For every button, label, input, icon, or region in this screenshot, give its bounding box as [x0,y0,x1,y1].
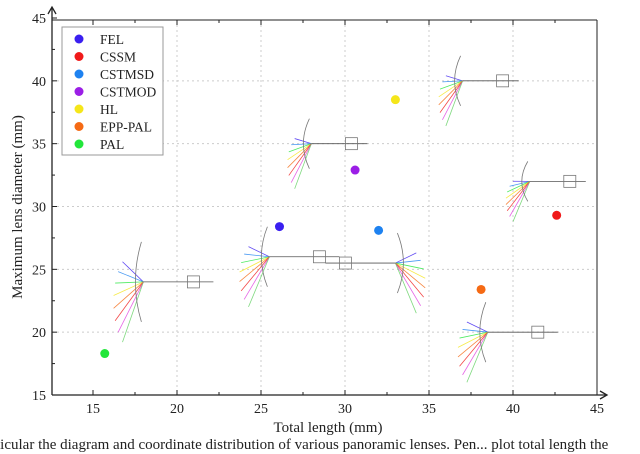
lens-ray [458,332,488,357]
lens-ray [289,144,312,176]
legend-label: HL [100,102,118,117]
lens-ray [395,263,416,313]
legend-label: FEL [100,32,124,47]
legend-marker-cstmsd [75,70,84,79]
lens-ray [395,260,420,263]
legend-label: CSTMSD [100,67,154,82]
data-point-cstmsd [374,226,383,235]
legend-label: CSSM [100,50,136,65]
y-tick-label: 20 [32,326,46,341]
legend-marker-cstmod [75,87,84,96]
y-tick-label: 30 [32,201,46,216]
lens-ray [440,81,463,113]
x-tick-label: 25 [254,402,268,417]
lens-ray [248,257,269,307]
lens-ray [506,181,530,204]
y-axis-label: Maximum lens diameter (mm) [10,115,26,299]
lens-ray [240,257,270,282]
lens-ray [288,144,312,160]
lens-ray [115,282,143,283]
lens-ray [244,254,269,257]
legend-marker-cssm [75,52,84,61]
legend: FEL CSSM CSTMSD CSTMOD HL EPP-PAL PAL [62,27,163,155]
legend-label: PAL [100,137,124,152]
lens-ray [122,262,143,282]
lens-ray [395,263,425,288]
data-points [100,95,561,358]
lens-ray [467,332,488,382]
x-tick-label: 35 [422,402,436,417]
lens-ray [446,81,463,126]
legend-marker-hl [75,105,84,114]
lens-ray [439,81,463,97]
legend-label: CSTMOD [100,85,157,100]
lens-ray [118,282,143,332]
data-point-pal [100,349,109,358]
lens-diagrams [114,56,586,382]
y-tick-label: 45 [32,12,46,27]
y-tick-label: 25 [32,263,46,278]
legend-marker-pal [75,140,84,149]
x-tick-label: 20 [170,402,184,417]
lens-ray [463,329,488,332]
data-point-epp-pal [477,285,486,294]
lens-ray [288,144,312,168]
y-tick-label: 40 [32,75,46,90]
y-tick-label: 35 [32,138,46,153]
data-point-hl [391,95,400,104]
data-point-cstmod [351,166,360,175]
x-tick-label: 45 [590,402,604,417]
figure-caption: ticular the diagram and coordinate distr… [0,437,608,454]
lens-ray [439,81,463,105]
data-point-fel [275,222,284,231]
x-tick-label: 15 [86,402,100,417]
x-tick-label: 40 [506,402,520,417]
lens-ray [118,272,143,282]
legend-marker-epp-pal [75,122,84,131]
data-point-cssm [552,211,561,220]
x-tick-label: 30 [338,402,352,417]
y-tick-label: 15 [32,389,46,404]
legend-marker-fel [75,35,84,44]
x-axis-label: Total length (mm) [274,420,383,436]
legend-label: EPP-PAL [100,120,152,135]
lens-ray [295,144,312,189]
